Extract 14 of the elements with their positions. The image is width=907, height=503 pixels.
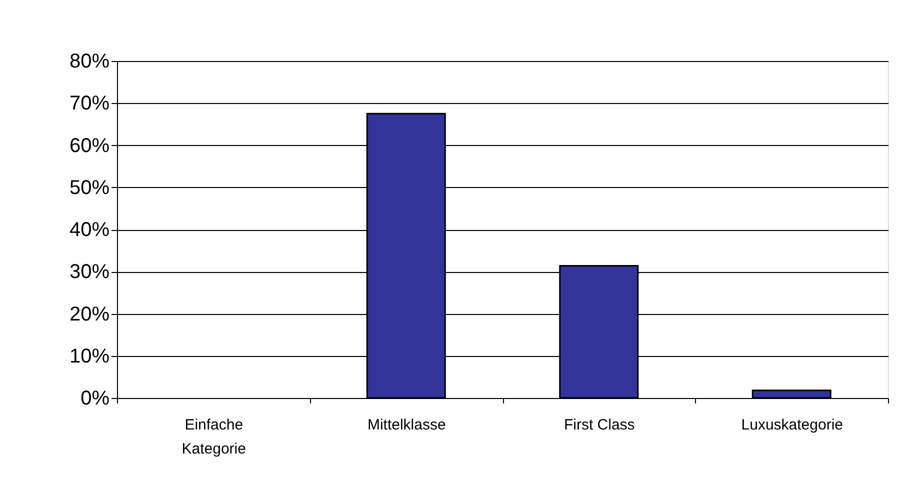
y-tick-label: 10%	[69, 345, 110, 368]
y-tick-label: 0%	[80, 388, 110, 410]
y-tick-label: 60%	[69, 134, 110, 157]
y-tick-label: 30%	[69, 261, 110, 284]
y-tick-label: 40%	[69, 219, 110, 241]
y-tick-label: 80%	[69, 50, 110, 72]
y-tick-label: 20%	[69, 303, 110, 326]
y-tick-label: 70%	[69, 92, 110, 115]
x-tick-label: First Class	[564, 416, 635, 434]
y-tick-label: 50%	[69, 176, 110, 199]
x-tick-label: Mittelklasse	[367, 416, 446, 434]
bar	[752, 390, 832, 399]
x-tick-label: Einfache Kategorie	[182, 416, 246, 458]
x-tick-label: Luxuskategorie	[741, 416, 843, 434]
